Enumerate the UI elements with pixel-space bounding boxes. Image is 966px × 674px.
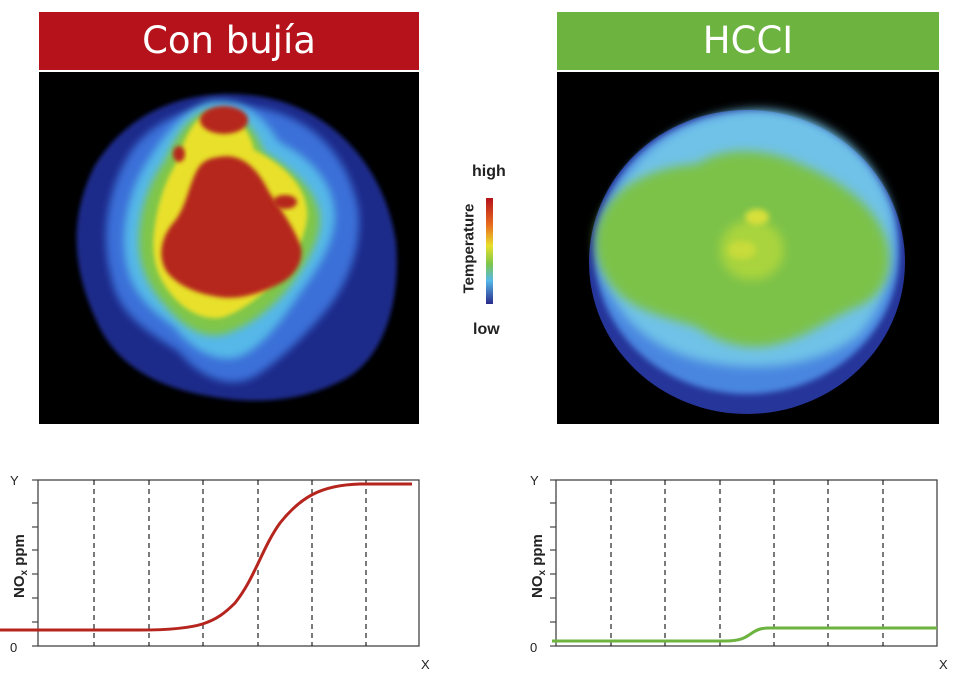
plot-frame bbox=[555, 479, 938, 647]
plot-frame bbox=[37, 479, 420, 647]
x-axis-label: X bbox=[421, 657, 430, 672]
temperature-legend: high Temperature low bbox=[440, 160, 540, 350]
y-ticks bbox=[550, 479, 556, 647]
y-axis-title: NOx ppm bbox=[11, 534, 30, 598]
y-axis-zero-label: 0 bbox=[10, 640, 17, 655]
legend-title: Temperature bbox=[460, 203, 478, 294]
title-banner-hcci: HCCI bbox=[557, 12, 939, 70]
vertical-gridlines bbox=[93, 480, 367, 646]
x-axis-label: X bbox=[939, 657, 948, 672]
y-axis-top-label: Y bbox=[530, 473, 539, 488]
nox-curve-hcci bbox=[552, 626, 937, 643]
legend-low-label: low bbox=[473, 321, 500, 338]
legend-high-label: high bbox=[472, 163, 506, 180]
nox-chart-spark: Y 0 X NOx ppm bbox=[0, 468, 440, 674]
nox-curve-spark bbox=[0, 482, 412, 632]
thermal-image-hcci bbox=[557, 72, 939, 424]
y-axis-zero-label: 0 bbox=[530, 640, 537, 655]
legend-color-bar bbox=[486, 198, 493, 304]
y-ticks bbox=[32, 479, 38, 647]
nox-chart-hcci: Y 0 X NOx ppm bbox=[520, 468, 960, 674]
thermal-image-spark bbox=[39, 72, 419, 424]
y-axis-top-label: Y bbox=[10, 473, 19, 488]
vertical-gridlines bbox=[610, 480, 884, 646]
title-banner-spark: Con bujía bbox=[39, 12, 419, 70]
y-axis-title: NOx ppm bbox=[529, 534, 548, 598]
